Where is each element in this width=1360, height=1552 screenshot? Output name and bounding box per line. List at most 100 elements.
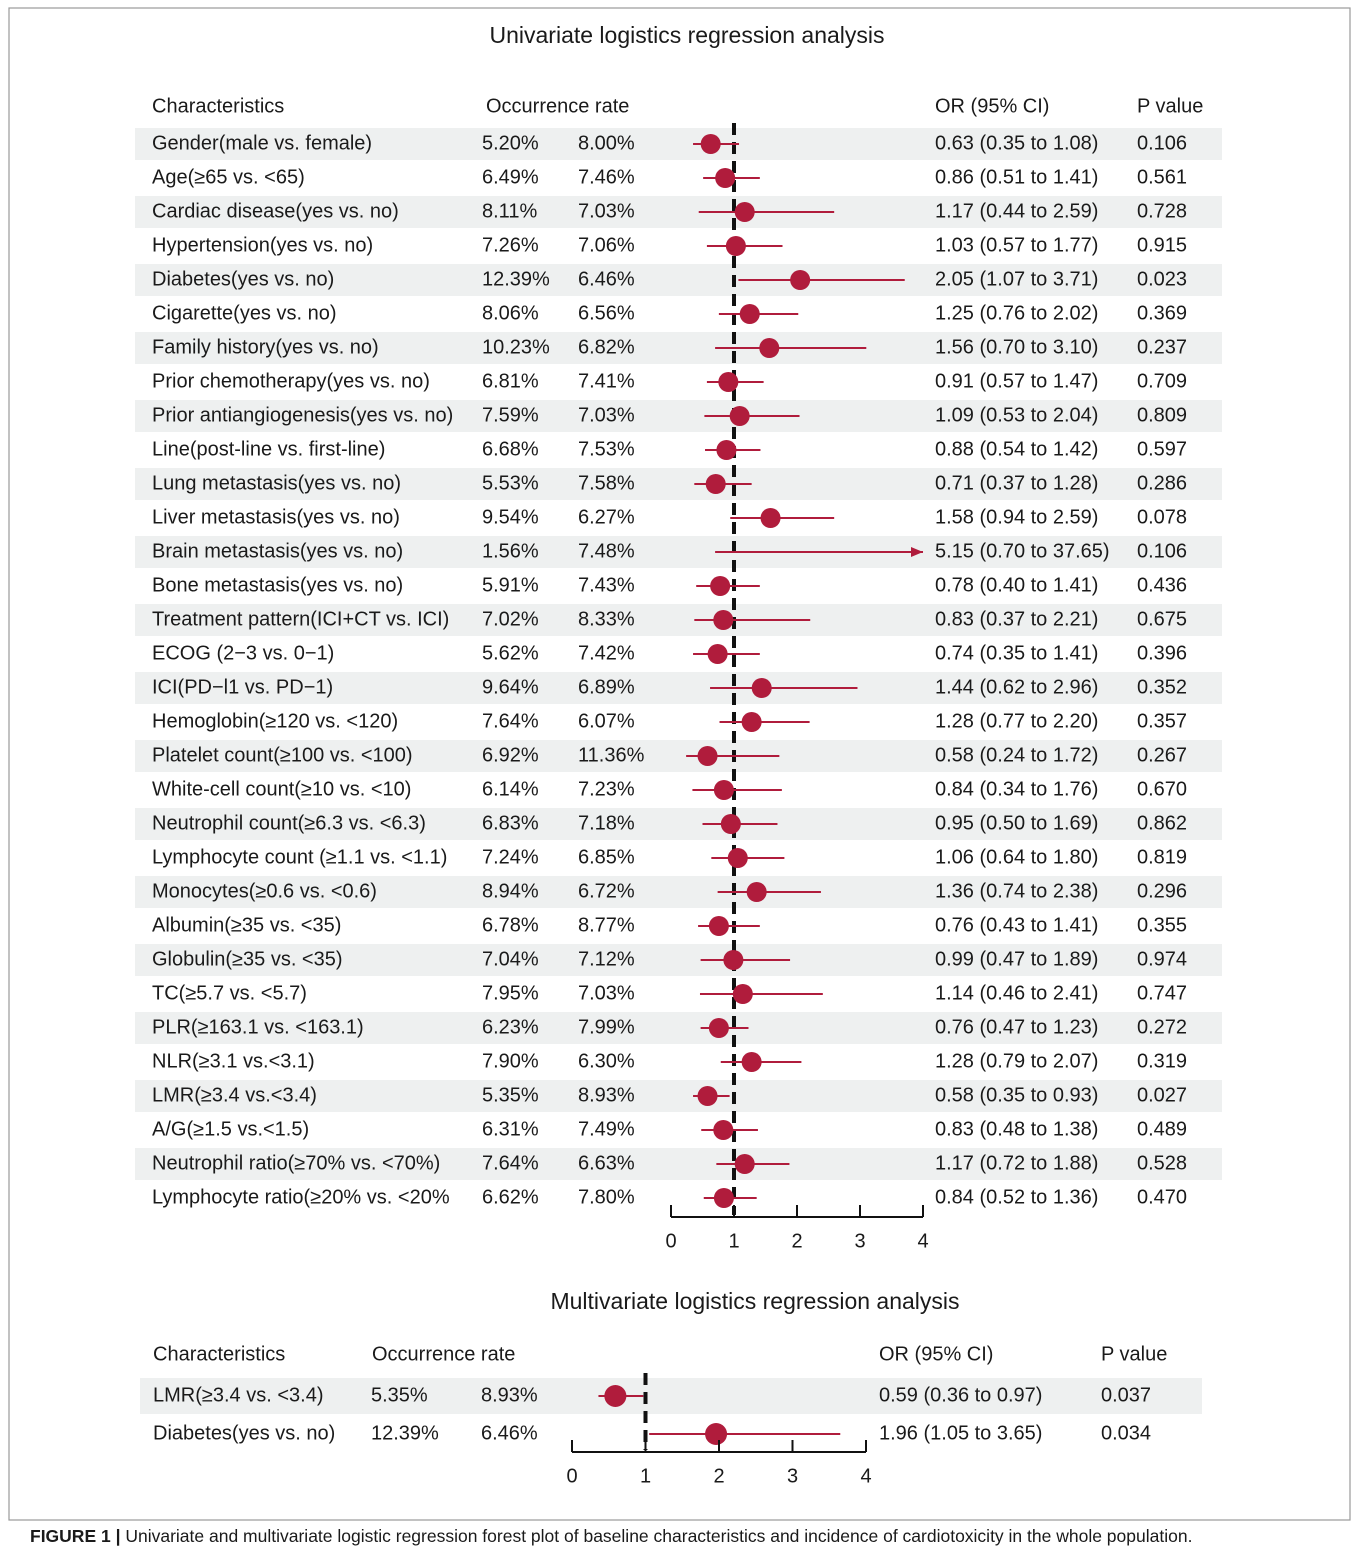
- or-point: [708, 916, 729, 936]
- or-label: 0.84 (0.34 to 1.76): [935, 778, 1098, 800]
- p-value: 0.106: [1137, 540, 1187, 562]
- p-value: 0.355: [1137, 914, 1187, 936]
- or-label: 0.58 (0.35 to 0.93): [935, 1084, 1098, 1106]
- or-point: [708, 1018, 729, 1038]
- p-value: 0.396: [1137, 642, 1187, 664]
- rate-exposed: 7.04%: [482, 948, 539, 970]
- rate-unexposed: 6.63%: [578, 1152, 635, 1174]
- rate-unexposed: 7.80%: [578, 1186, 635, 1208]
- or-point: [734, 1154, 755, 1174]
- or-point: [697, 1086, 718, 1106]
- p-value: 0.709: [1137, 370, 1187, 392]
- rate-exposed: 7.64%: [482, 710, 539, 732]
- column-header: P value: [1101, 1343, 1167, 1365]
- row-shade: [135, 604, 1222, 636]
- row-shade: [135, 196, 1222, 228]
- p-value: 0.489: [1137, 1118, 1187, 1140]
- or-point: [700, 134, 721, 154]
- rate-unexposed: 8.00%: [578, 132, 635, 154]
- p-value: 0.675: [1137, 608, 1187, 630]
- or-point: [759, 338, 780, 358]
- x-tick-label: 1: [640, 1465, 651, 1487]
- row-label: Family history(yes vs. no): [152, 336, 379, 358]
- row-label: PLR(≥163.1 vs. <163.1): [152, 1016, 364, 1038]
- or-point: [710, 576, 731, 596]
- p-value: 0.747: [1137, 982, 1187, 1004]
- rate-unexposed: 6.56%: [578, 302, 635, 324]
- p-value: 0.352: [1137, 676, 1187, 698]
- rate-unexposed: 8.77%: [578, 914, 635, 936]
- rate-exposed: 7.59%: [482, 404, 539, 426]
- rate-exposed: 6.92%: [482, 744, 539, 766]
- or-point: [715, 168, 736, 188]
- p-value: 0.597: [1137, 438, 1187, 460]
- caption: FIGURE 1 | Univariate and multivariate l…: [30, 1526, 1192, 1546]
- row-label: TC(≥5.7 vs. <5.7): [152, 982, 307, 1004]
- row-label: Brain metastasis(yes vs. no): [152, 540, 403, 562]
- rate-unexposed: 6.46%: [481, 1422, 538, 1444]
- p-value: 0.037: [1101, 1384, 1151, 1406]
- chart-title: Univariate logistics regression analysis: [490, 22, 885, 48]
- or-label: 1.28 (0.79 to 2.07): [935, 1050, 1098, 1072]
- rate-unexposed: 6.72%: [578, 880, 635, 902]
- or-label: 1.03 (0.57 to 1.77): [935, 234, 1098, 256]
- rate-unexposed: 7.03%: [578, 404, 635, 426]
- or-point: [697, 746, 718, 766]
- or-label: 1.28 (0.77 to 2.20): [935, 710, 1098, 732]
- or-label: 1.58 (0.94 to 2.59): [935, 506, 1098, 528]
- rate-exposed: 9.54%: [482, 506, 539, 528]
- rate-exposed: 7.24%: [482, 846, 539, 868]
- column-header: P value: [1137, 95, 1203, 117]
- row-label: LMR(≥3.4 vs.<3.4): [152, 1084, 317, 1106]
- or-point: [705, 1423, 728, 1445]
- or-point: [729, 406, 750, 426]
- rate-exposed: 5.35%: [371, 1384, 428, 1406]
- or-point: [705, 474, 726, 494]
- row-shade: [135, 536, 1222, 568]
- rate-unexposed: 7.03%: [578, 982, 635, 1004]
- p-value: 0.296: [1137, 880, 1187, 902]
- ci-arrow: [911, 547, 923, 557]
- row-label: Albumin(≥35 vs. <35): [152, 914, 341, 936]
- row-label: Treatment pattern(ICI+CT vs. ICI): [152, 608, 449, 630]
- row-shade: [135, 672, 1222, 704]
- rate-exposed: 1.56%: [482, 540, 539, 562]
- rate-exposed: 5.53%: [482, 472, 539, 494]
- rate-exposed: 8.94%: [482, 880, 539, 902]
- p-value: 0.809: [1137, 404, 1187, 426]
- row-label: Cigarette(yes vs. no): [152, 302, 337, 324]
- or-point: [707, 644, 728, 664]
- rate-exposed: 6.78%: [482, 914, 539, 936]
- or-label: 0.58 (0.24 to 1.72): [935, 744, 1098, 766]
- or-label: 5.15 (0.70 to 37.65): [935, 540, 1110, 562]
- p-value: 0.728: [1137, 200, 1187, 222]
- rate-exposed: 5.20%: [482, 132, 539, 154]
- rate-exposed: 9.64%: [482, 676, 539, 698]
- p-value: 0.974: [1137, 948, 1187, 970]
- rate-unexposed: 8.33%: [578, 608, 635, 630]
- or-label: 0.74 (0.35 to 1.41): [935, 642, 1098, 664]
- rate-unexposed: 7.58%: [578, 472, 635, 494]
- row-shade: [135, 1012, 1222, 1044]
- or-point: [713, 780, 734, 800]
- or-label: 1.14 (0.46 to 2.41): [935, 982, 1098, 1004]
- or-label: 1.25 (0.76 to 2.02): [935, 302, 1098, 324]
- or-label: 0.78 (0.40 to 1.41): [935, 574, 1098, 596]
- p-value: 0.267: [1137, 744, 1187, 766]
- rate-unexposed: 6.82%: [578, 336, 635, 358]
- rate-exposed: 6.62%: [482, 1186, 539, 1208]
- or-point: [713, 1120, 734, 1140]
- p-value: 0.286: [1137, 472, 1187, 494]
- p-value: 0.862: [1137, 812, 1187, 834]
- row-label: Bone metastasis(yes vs. no): [152, 574, 403, 596]
- rate-exposed: 5.35%: [482, 1084, 539, 1106]
- rate-exposed: 8.06%: [482, 302, 539, 324]
- or-point: [739, 304, 760, 324]
- row-label: Diabetes(yes vs. no): [153, 1422, 335, 1444]
- x-tick-label: 4: [917, 1230, 928, 1252]
- row-label: ECOG (2−3 vs. 0−1): [152, 642, 334, 664]
- row-shade: [135, 264, 1222, 296]
- x-tick-label: 2: [713, 1465, 724, 1487]
- caption-label: FIGURE 1 |: [30, 1526, 120, 1546]
- or-label: 0.76 (0.43 to 1.41): [935, 914, 1098, 936]
